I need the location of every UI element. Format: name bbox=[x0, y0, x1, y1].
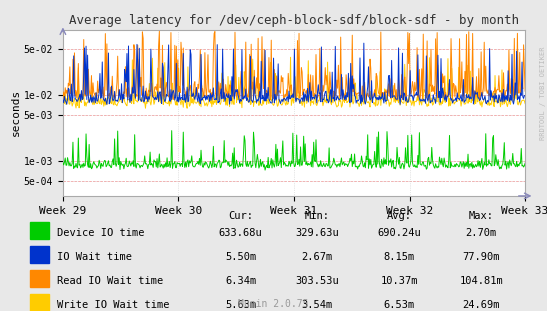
Text: 6.53m: 6.53m bbox=[383, 300, 415, 310]
Text: Munin 2.0.75: Munin 2.0.75 bbox=[238, 299, 309, 309]
Text: 2.70m: 2.70m bbox=[465, 228, 497, 238]
Text: 24.69m: 24.69m bbox=[463, 300, 500, 310]
Bar bbox=[30, 270, 49, 287]
Text: Min:: Min: bbox=[305, 211, 330, 221]
Text: 690.24u: 690.24u bbox=[377, 228, 421, 238]
Text: 329.63u: 329.63u bbox=[295, 228, 339, 238]
Bar bbox=[30, 294, 49, 311]
Text: Max:: Max: bbox=[469, 211, 494, 221]
Bar bbox=[30, 222, 49, 239]
Text: 6.34m: 6.34m bbox=[225, 276, 257, 286]
Text: 5.50m: 5.50m bbox=[225, 252, 257, 262]
Text: RRDTOOL / TOBI OETIKER: RRDTOOL / TOBI OETIKER bbox=[540, 47, 546, 140]
Text: 8.15m: 8.15m bbox=[383, 252, 415, 262]
Text: Write IO Wait time: Write IO Wait time bbox=[57, 300, 170, 310]
Text: 3.54m: 3.54m bbox=[301, 300, 333, 310]
Text: 77.90m: 77.90m bbox=[463, 252, 500, 262]
Text: Read IO Wait time: Read IO Wait time bbox=[57, 276, 164, 286]
Text: 104.81m: 104.81m bbox=[459, 276, 503, 286]
Text: Device IO time: Device IO time bbox=[57, 228, 145, 238]
Text: 5.63m: 5.63m bbox=[225, 300, 257, 310]
Text: 2.67m: 2.67m bbox=[301, 252, 333, 262]
Text: IO Wait time: IO Wait time bbox=[57, 252, 132, 262]
Title: Average latency for /dev/ceph-block-sdf/block-sdf - by month: Average latency for /dev/ceph-block-sdf/… bbox=[69, 14, 519, 27]
Text: 303.53u: 303.53u bbox=[295, 276, 339, 286]
Text: Cur:: Cur: bbox=[228, 211, 253, 221]
Text: 633.68u: 633.68u bbox=[219, 228, 263, 238]
Bar bbox=[30, 246, 49, 263]
Text: 10.37m: 10.37m bbox=[381, 276, 418, 286]
Y-axis label: seconds: seconds bbox=[11, 89, 21, 136]
Text: Avg:: Avg: bbox=[387, 211, 412, 221]
